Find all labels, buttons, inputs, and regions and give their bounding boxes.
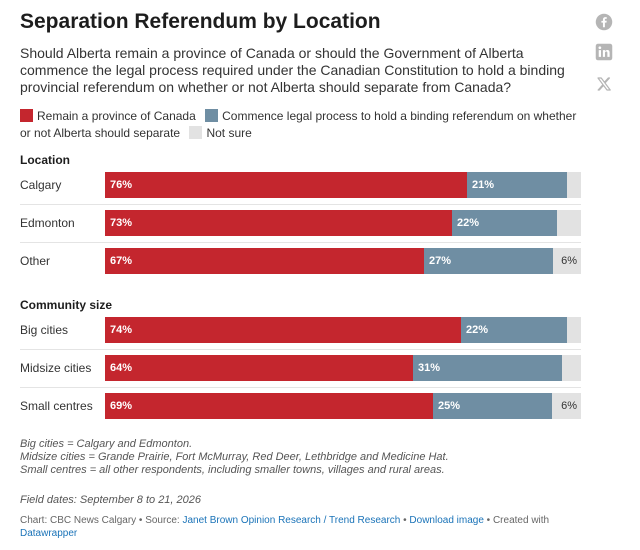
row-label-other: Other (20, 254, 51, 268)
bar-segment-calgary-remain: 76% (105, 172, 467, 198)
bar-segment-other-commence: 27% (424, 248, 553, 274)
data-label-calgary-commence: 21% (472, 179, 495, 191)
footer-credit: Chart: CBC News Calgary • Source: (20, 515, 183, 526)
footer-created-with: • Created with (483, 515, 550, 526)
legend-item-commence: Commence legal process to hold a binding… (20, 109, 576, 140)
row-divider (20, 387, 581, 388)
data-label-other-not-sure: 6% (561, 255, 577, 267)
bar-segment-midsize-cities-commence: 31% (413, 355, 562, 381)
bar-segment-edmonton-remain: 73% (105, 210, 452, 236)
legend: Remain a province of Canada Commence leg… (20, 108, 590, 142)
group-label-community-size: Community size (20, 298, 113, 312)
bar-segment-edmonton-not-sure (557, 210, 581, 236)
data-label-edmonton-remain: 73% (110, 217, 133, 229)
bar-midsize-cities: 64% 31% (105, 355, 581, 381)
row-label-small-centres: Small centres (20, 399, 93, 413)
data-label-other-commence: 27% (429, 255, 452, 267)
bar-segment-big-cities-commence: 22% (461, 317, 567, 343)
bar-edmonton: 73% 22% (105, 210, 581, 236)
legend-swatch-not-sure (189, 126, 203, 139)
bar-segment-small-centres-commence: 25% (433, 393, 552, 419)
row-divider (20, 242, 581, 243)
data-label-edmonton-commence: 22% (457, 217, 480, 229)
bar-segment-calgary-commence: 21% (467, 172, 567, 198)
legend-label-not-sure: Not sure (206, 126, 252, 140)
data-label-calgary-remain: 76% (110, 179, 133, 191)
legend-label-commence: Commence legal process to hold a binding… (20, 109, 577, 140)
bar-segment-edmonton-commence: 22% (452, 210, 557, 236)
x-icon[interactable] (594, 74, 614, 94)
download-image-link[interactable]: Download image (409, 515, 484, 526)
data-label-midsize-cities-commence: 31% (418, 362, 441, 374)
data-label-small-centres-not-sure: 6% (561, 400, 577, 412)
datawrapper-link[interactable]: Datawrapper (20, 528, 78, 539)
bar-calgary: 76% 21% (105, 172, 581, 198)
chart-title: Separation Referendum by Location (20, 10, 381, 33)
note-big-cities: Big cities = Calgary and Edmonton. (20, 438, 193, 450)
bar-small-centres: 69% 25% 6% (105, 393, 581, 419)
data-label-other-remain: 67% (110, 255, 133, 267)
legend-item-not-sure: Not sure (189, 126, 252, 140)
bar-segment-small-centres-not-sure: 6% (552, 393, 581, 419)
data-label-big-cities-commence: 22% (466, 324, 489, 336)
row-divider (20, 349, 581, 350)
group-label-location: Location (20, 153, 70, 167)
data-label-small-centres-remain: 69% (110, 400, 133, 412)
linkedin-icon[interactable] (594, 42, 614, 62)
facebook-icon[interactable] (594, 12, 614, 32)
row-label-edmonton: Edmonton (20, 216, 75, 230)
bar-segment-calgary-not-sure (567, 172, 581, 198)
row-label-calgary: Calgary (20, 178, 62, 192)
source-link[interactable]: Janet Brown Opinion Research / Trend Res… (182, 515, 401, 526)
bar-segment-big-cities-not-sure (567, 317, 581, 343)
data-label-midsize-cities-remain: 64% (110, 362, 133, 374)
bar-segment-midsize-cities-not-sure (562, 355, 581, 381)
chart-footer: Chart: CBC News Calgary • Source: Janet … (20, 514, 600, 540)
row-divider (20, 204, 581, 205)
legend-item-remain: Remain a province of Canada (20, 109, 196, 123)
bar-other: 67% 27% 6% (105, 248, 581, 274)
legend-label-remain: Remain a province of Canada (37, 109, 196, 123)
bar-segment-midsize-cities-remain: 64% (105, 355, 413, 381)
note-midsize-cities: Midsize cities = Grande Prairie, Fort Mc… (20, 451, 449, 463)
legend-swatch-remain (20, 109, 33, 122)
row-label-midsize-cities: Midsize cities (20, 361, 92, 375)
legend-swatch-commence (205, 109, 219, 122)
chart-subtitle: Should Alberta remain a province of Cana… (20, 45, 565, 95)
bar-big-cities: 74% 22% (105, 317, 581, 343)
data-label-small-centres-commence: 25% (438, 400, 461, 412)
footer-sep: • (400, 515, 410, 526)
data-label-big-cities-remain: 74% (110, 324, 133, 336)
bar-segment-other-remain: 67% (105, 248, 424, 274)
bar-segment-big-cities-remain: 74% (105, 317, 461, 343)
bar-segment-small-centres-remain: 69% (105, 393, 433, 419)
field-dates: Field dates: September 8 to 21, 2026 (20, 494, 202, 506)
row-label-big-cities: Big cities (20, 323, 69, 337)
chart-notes: Big cities = Calgary and Edmonton. Midsi… (20, 438, 449, 477)
note-small-centres: Small centres = all other respondents, i… (20, 464, 445, 476)
bar-segment-other-not-sure: 6% (553, 248, 581, 274)
